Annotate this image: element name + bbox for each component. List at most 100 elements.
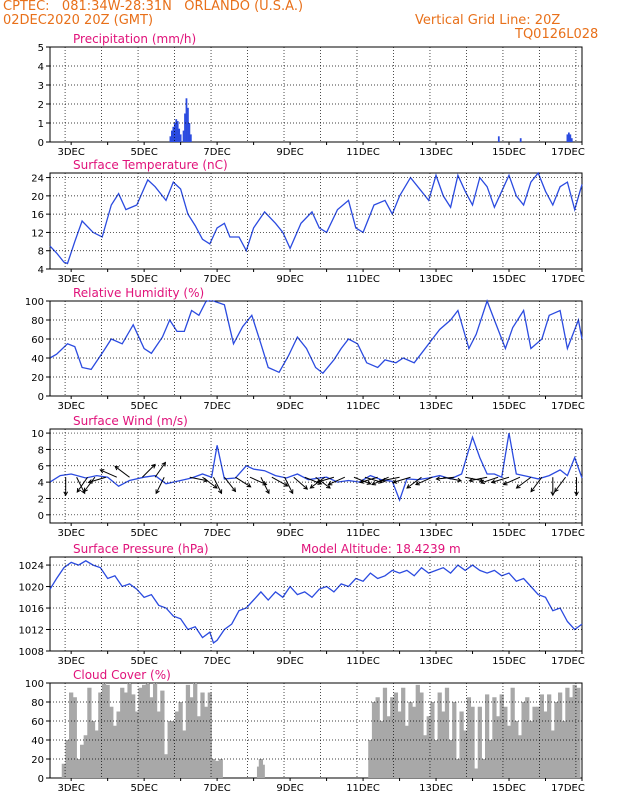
cloud-cover-bar	[112, 725, 118, 778]
cloud-cover-bar	[528, 721, 534, 778]
cloud-cover-bar	[506, 725, 512, 778]
precipitation-xtick-label: 13DEC	[419, 147, 453, 158]
precipitation-ytick-label: 4	[38, 62, 44, 73]
precipitation-bar	[188, 123, 191, 142]
cloud-cover-bar	[72, 697, 77, 778]
pressure-xtick-label: 3DEC	[57, 656, 84, 667]
cloud-cover-bar	[193, 683, 198, 778]
precipitation-xtick-label: 3DEC	[57, 147, 84, 158]
pressure-panel: 1008 1012 1016 1020 1024 3DEC 5DEC 7DEC 9DEC 11DE…	[19, 542, 585, 667]
cloud-cover-bar	[116, 711, 121, 778]
cloud-cover-bar	[375, 697, 380, 778]
wind-xtick-label: 7DEC	[203, 528, 230, 539]
precipitation-ytick-label: 0	[38, 138, 44, 149]
wind-vector	[359, 476, 378, 484]
cloud-cover-bar	[90, 721, 96, 778]
wind-vector	[554, 476, 566, 493]
precipitation-bar	[178, 128, 181, 142]
wind-vector-shaft	[554, 476, 566, 492]
cloud-cover-bar	[105, 684, 110, 778]
wind-ytick-label: 8	[38, 445, 44, 456]
cloud-cover-bar	[182, 730, 187, 778]
cloud-cover-bar	[397, 711, 402, 778]
cloud-cover-bar	[386, 716, 391, 778]
wind-vector	[574, 477, 579, 497]
wind-ytick-label: 6	[38, 462, 44, 473]
wind-vector	[224, 476, 237, 493]
humidity-xtick-label: 3DEC	[57, 401, 84, 412]
precipitation-bar	[187, 107, 189, 142]
precipitation-bar	[185, 98, 188, 142]
temperature-ytick-label: 4	[38, 265, 44, 276]
wind-vector	[550, 477, 556, 497]
wind-vector-shaft	[154, 462, 166, 478]
wind-vector-head	[155, 489, 160, 495]
wind-vector-head	[309, 484, 315, 489]
wind-vector	[76, 476, 88, 493]
wind-vector-shaft	[100, 469, 117, 478]
wind-vector-shaft	[415, 476, 433, 485]
precipitation-ytick-label: 5	[38, 43, 44, 54]
wind-xtick-label: 17DEC	[551, 528, 585, 539]
cloud-cover-bar	[379, 721, 384, 778]
wind-vector	[392, 476, 411, 484]
cloud-cover-bar	[134, 711, 139, 778]
wind-vector	[406, 476, 422, 489]
precipitation-bar	[570, 138, 573, 142]
pressure-ytick-label: 1016	[19, 604, 44, 615]
wind-vector-head	[83, 487, 88, 493]
wind-vector-shaft	[114, 466, 130, 478]
cloud-cover-bar	[444, 687, 450, 778]
wind-vector-shaft	[491, 476, 510, 483]
cloud-cover-bar	[390, 697, 395, 778]
wind-vector-shaft	[88, 476, 106, 483]
pressure-title: Surface Pressure (hPa)	[73, 542, 209, 556]
pressure-xtick-label: 13DEC	[419, 656, 453, 667]
pressure-xtick-label: 11DEC	[346, 656, 380, 667]
pressure-frame	[49, 556, 583, 652]
cloud-cover-bar	[459, 711, 464, 778]
precipitation-ytick-label: 1	[38, 119, 44, 130]
humidity-ytick-label: 60	[31, 335, 44, 346]
pressure-xtick-label: 15DEC	[492, 656, 526, 667]
wind-vector	[515, 476, 532, 489]
wind-vector	[155, 477, 165, 495]
wind-vector	[502, 476, 521, 486]
wind-vector-head	[480, 479, 486, 485]
precipitation-xtick-label: 17DEC	[551, 147, 585, 158]
wind-vector-shaft	[315, 476, 331, 489]
cloud-cover-bar	[76, 759, 81, 778]
humidity-ytick-label: 20	[31, 373, 44, 384]
wind-vector-head	[289, 489, 294, 495]
precipitation-bar	[189, 134, 192, 142]
humidity-ytick-label: 40	[31, 354, 44, 365]
precipitation-bar	[497, 136, 500, 142]
cloud-cover-title: Cloud Cover (%)	[73, 668, 171, 682]
wind-vector-shaft	[284, 477, 294, 494]
cloud-cover-bar	[521, 702, 526, 778]
cloud-cover-bar	[149, 697, 154, 778]
temperature-title: Surface Temperature (nC)	[73, 158, 228, 172]
wind-vector-head	[265, 489, 270, 495]
wind-xtick-label: 13DEC	[419, 528, 453, 539]
pressure-ytick-label: 1008	[19, 647, 44, 658]
cloud-cover-bar	[160, 690, 165, 778]
cloud-cover-bar	[65, 740, 70, 778]
wind-vector-head	[231, 487, 237, 493]
precipitation-ytick-label: 3	[38, 81, 44, 92]
cloud-cover-bar	[419, 692, 424, 778]
wind-vector	[63, 477, 69, 497]
precipitation-bar	[169, 136, 172, 142]
wind-vector-head	[212, 484, 218, 489]
wind-vector-shaft	[202, 476, 218, 489]
pressure-xtick-label: 9DEC	[276, 656, 303, 667]
pressure-ytick-label: 1024	[19, 561, 44, 572]
cloud-cover-bar	[565, 687, 570, 778]
humidity-title: Relative Humidity (%)	[73, 286, 204, 300]
cloud-cover-bar	[437, 692, 442, 778]
wind-ytick-label: 0	[38, 511, 44, 522]
cloud-cover-bar	[470, 706, 475, 778]
humidity-xtick-label: 7DEC	[203, 401, 230, 412]
cloud-cover-bar	[167, 721, 172, 778]
wind-vector	[414, 476, 433, 486]
